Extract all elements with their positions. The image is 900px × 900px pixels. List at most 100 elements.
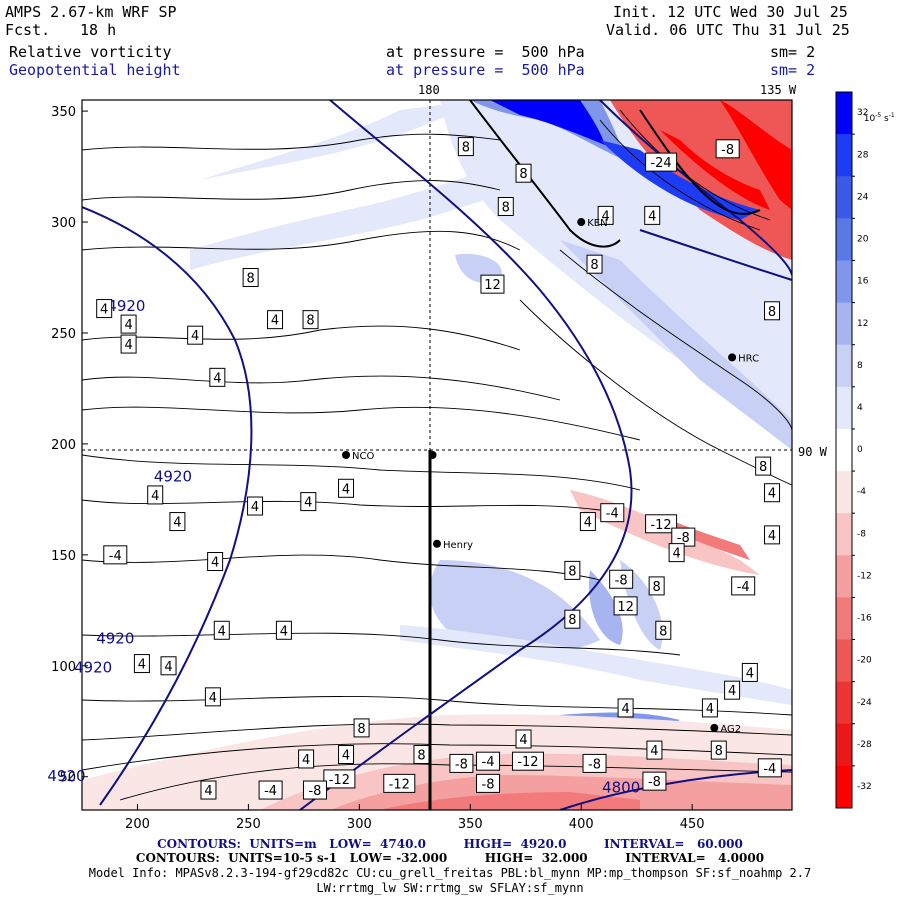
vorticity-label-box bbox=[642, 771, 667, 791]
vorticity-contour-label: -12 bbox=[511, 751, 544, 771]
vorticity-label-text: -12 bbox=[517, 755, 538, 770]
vorticity-contour-label: 12 bbox=[613, 596, 638, 616]
vorticity-label-text: -4 bbox=[606, 507, 619, 522]
colorbar-segment bbox=[836, 471, 852, 514]
colorbar-level-label: 20 bbox=[857, 235, 869, 245]
vorticity-contour-label: 4 bbox=[207, 552, 224, 571]
forecast-hour: 18 h bbox=[80, 21, 117, 39]
vorticity-label-text: -12 bbox=[329, 773, 350, 788]
vorticity-contour-label: -4 bbox=[731, 576, 756, 596]
vorticity-contour-label: 8 bbox=[413, 745, 430, 765]
vorticity-label-text: -4 bbox=[737, 580, 750, 595]
vorticity-label-text: 8 bbox=[590, 258, 598, 273]
vorticity-label-text: -12 bbox=[650, 518, 671, 533]
vorticity-label-box bbox=[645, 514, 678, 534]
vorticity-contour-label: 4 bbox=[515, 729, 532, 749]
vorticity-label-text: 4 bbox=[584, 516, 592, 531]
vorticity-label-text: 8 bbox=[568, 613, 576, 628]
vorticity-label-box bbox=[323, 769, 356, 789]
colorbar-segment bbox=[836, 386, 852, 430]
vorticity-contour-label: -4 bbox=[103, 545, 128, 565]
vorticity-label-box bbox=[755, 456, 772, 476]
vorticity-label-text: 8 bbox=[246, 272, 254, 287]
colorbar-level-label: 12 bbox=[857, 319, 868, 329]
station-label: HRC bbox=[738, 353, 759, 364]
vorticity-label-text: 4 bbox=[164, 660, 172, 675]
vorticity-label-box bbox=[187, 325, 204, 345]
colorbar-level-label: 24 bbox=[857, 192, 869, 202]
vorticity-label-box bbox=[133, 654, 150, 674]
vorticity-contour-label: -8 bbox=[582, 753, 607, 773]
vorticity-contour-label: 4 bbox=[120, 334, 137, 354]
station-dot bbox=[710, 723, 719, 732]
vorticity-label-text: 4 bbox=[768, 529, 776, 544]
vorticity-label-box bbox=[600, 503, 625, 523]
vorticity-label-box bbox=[476, 773, 501, 793]
vorticity-label-text: -12 bbox=[389, 777, 410, 792]
station-markers: KEN HRC NCO Henry AG2 bbox=[342, 218, 759, 735]
vorticity-label-box bbox=[724, 680, 741, 700]
footer-model-info: Model Info: MPASv8.2.3-194-gf29cd82c CU:… bbox=[88, 866, 812, 880]
vorticity-contour-label: 4 bbox=[133, 654, 150, 674]
coastline bbox=[469, 100, 761, 248]
vorticity-label-text: -4 bbox=[264, 784, 277, 799]
valid-time: Valid. 06 UTC Thu 31 Jul 25 bbox=[606, 21, 850, 39]
height-contour-label: 4800 bbox=[602, 778, 640, 796]
vorticity-label-box bbox=[258, 780, 283, 800]
vorticity-label-box bbox=[497, 197, 514, 216]
vorticity-contour-label: -8 bbox=[302, 780, 327, 800]
colorbar-level-label: -4 bbox=[857, 487, 866, 497]
height-labels: 4920 4920 4920 4920 4920 4800 bbox=[47, 297, 640, 796]
vorticity-label-text: -8 bbox=[677, 531, 690, 546]
vorticity-label-box bbox=[275, 620, 292, 640]
vorticity-label-box bbox=[338, 478, 355, 498]
station-dot bbox=[433, 539, 441, 548]
y-tick-label: 250 bbox=[51, 327, 76, 342]
vorticity-label-text: -24 bbox=[650, 156, 671, 171]
vorticity-label-box bbox=[586, 254, 603, 274]
colorbar: 32 28 24 20 16 12 8 4 0 -4 -8 -12 -16 -20 -24 -28 -32 bbox=[835, 91, 872, 809]
vorticity-contour-label: 4 bbox=[646, 740, 663, 760]
vorticity-label-box bbox=[644, 205, 661, 225]
vorticity-label-box bbox=[300, 492, 317, 512]
vorticity-contour-label: 4 bbox=[724, 680, 741, 700]
vorticity-label-text: -4 bbox=[109, 549, 122, 564]
x-tick-label: 350 bbox=[458, 817, 483, 832]
x-tick-label: 300 bbox=[347, 817, 372, 832]
vorticity-label-text: -8 bbox=[721, 143, 734, 158]
height-contour-label: 4920 bbox=[74, 658, 112, 676]
vorticity-label-text: 8 bbox=[568, 564, 576, 579]
vorticity-label-box bbox=[613, 596, 638, 616]
vorticity-label-text: 4 bbox=[728, 684, 736, 699]
vorticity-contour-label: 4 bbox=[617, 698, 634, 718]
colorbar-level-label: 16 bbox=[857, 277, 869, 287]
vorticity-label-box bbox=[160, 656, 177, 676]
vorticity-label-box bbox=[764, 483, 781, 503]
vorticity-label-text: -8 bbox=[308, 784, 321, 799]
vorticity-contour-label: 8 bbox=[457, 137, 474, 157]
colorbar-level-label: 8 bbox=[857, 361, 863, 371]
colorbar-level-label: -24 bbox=[857, 698, 872, 708]
vorticity-label-box bbox=[710, 740, 727, 760]
vorticity-label-box bbox=[120, 314, 137, 334]
colorbar-unit: 10-5 s-1 bbox=[863, 112, 895, 124]
vorticity-contour-label: 4 bbox=[644, 205, 661, 225]
vorticity-label-text: -8 bbox=[455, 757, 468, 772]
vorticity-label-box bbox=[383, 773, 416, 793]
field-height: Geopotential height bbox=[9, 61, 181, 79]
init-time: Init. 12 UTC Wed 30 Jul 25 bbox=[613, 3, 848, 21]
vorticity-contour-label: 4 bbox=[187, 325, 204, 345]
vorticity-label-box bbox=[597, 205, 614, 225]
y-tick-label: 150 bbox=[51, 549, 76, 564]
vorticity-contour-label: 8 bbox=[497, 197, 514, 216]
vorticity-contour-label: -12 bbox=[645, 514, 678, 534]
vorticity-label-box bbox=[242, 268, 259, 287]
colorbar-segment bbox=[836, 597, 852, 641]
vorticity-label-text: 4 bbox=[280, 624, 288, 639]
vorticity-contour-label: 4 bbox=[120, 314, 137, 334]
vorticity-label-text: 4 bbox=[173, 516, 181, 531]
vorticity-label-text: 4 bbox=[672, 547, 680, 562]
vorticity-contour-label: -8 bbox=[476, 773, 501, 793]
vorticity-contour-label: -8 bbox=[642, 771, 667, 791]
